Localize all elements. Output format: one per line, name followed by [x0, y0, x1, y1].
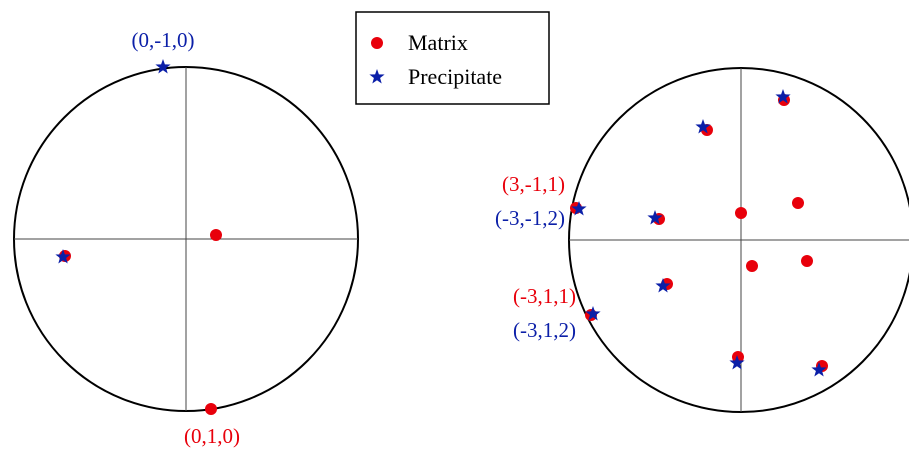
legend-box [355, 11, 550, 105]
precipitate-star [811, 362, 827, 377]
right-lower-blue-label: (-3,1,2) [513, 318, 576, 342]
legend-precipitate-marker [369, 69, 385, 84]
legend-matrix-marker [371, 37, 383, 49]
matrix-point [205, 403, 217, 415]
matrix-point [801, 255, 813, 267]
precipitate-star [155, 59, 171, 74]
right-matrix-points [570, 94, 828, 372]
precipitate-star [775, 89, 791, 104]
right-upper-red-label: (3,-1,1) [502, 172, 565, 196]
precipitate-star [695, 119, 711, 134]
right-lower-red-label: (-3,1,1) [513, 284, 576, 308]
left-bottom-label: (0,1,0) [184, 424, 240, 448]
legend: Matrix Precipitate [355, 11, 550, 105]
precipitate-star [571, 201, 587, 216]
matrix-point [792, 197, 804, 209]
matrix-point [732, 351, 744, 363]
right-upper-blue-label: (-3,-1,2) [495, 206, 565, 230]
legend-precipitate-label: Precipitate [408, 64, 502, 89]
left-precipitate-points [55, 59, 171, 264]
precipitate-star [55, 249, 71, 264]
left-matrix-points [59, 229, 222, 415]
precipitate-star [655, 278, 671, 293]
matrix-point [735, 207, 747, 219]
precipitate-star [729, 355, 745, 370]
precipitate-star [647, 210, 663, 225]
right-precipitate-points [571, 89, 827, 377]
right-pole-figure: (3,-1,1) (-3,-1,2) (-3,1,1) (-3,1,2) [495, 67, 909, 413]
left-top-label: (0,-1,0) [132, 28, 195, 52]
left-pole-figure: (0,-1,0) (0,1,0) [13, 28, 359, 448]
matrix-point [210, 229, 222, 241]
matrix-point [746, 260, 758, 272]
legend-matrix-label: Matrix [408, 30, 468, 55]
precipitate-star [585, 306, 601, 321]
